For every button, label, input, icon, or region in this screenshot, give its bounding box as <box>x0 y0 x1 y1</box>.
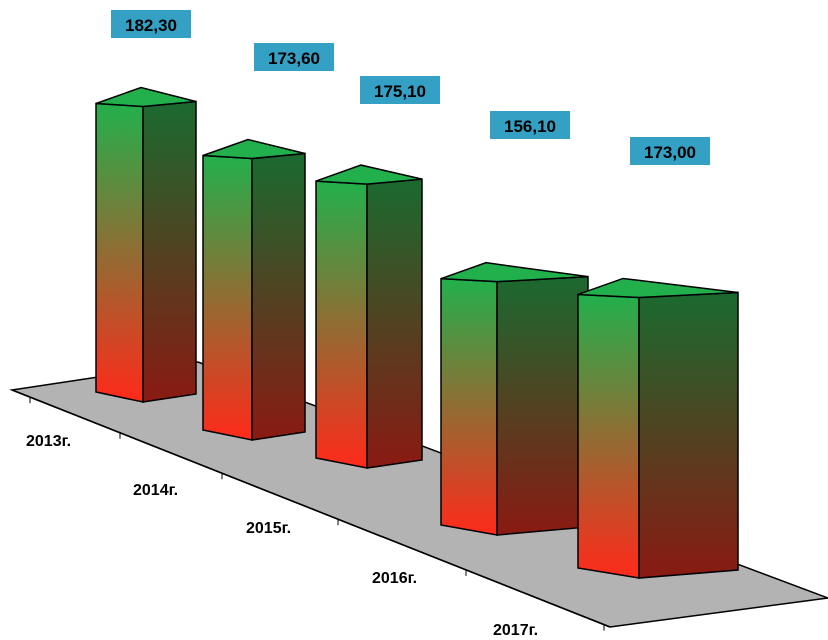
value-label-box <box>254 43 334 71</box>
value-label-box <box>360 76 440 104</box>
bar-top-face <box>440 261 589 283</box>
value-label-box <box>490 111 570 139</box>
bar-front-face <box>95 102 144 403</box>
value-label-box <box>630 137 710 165</box>
x-axis-line <box>11 389 611 628</box>
bar-2015г.: 175,10 <box>315 76 440 469</box>
bar-2014г.: 173,60 <box>202 43 334 441</box>
value-label: 175,10 <box>374 82 426 101</box>
category-label: 2017г. <box>493 622 538 639</box>
value-label-box <box>111 10 191 38</box>
bar-side-face <box>366 178 423 469</box>
category-labels: 2013г. 2014г. 2015г. 2016г. 2017г. <box>26 433 538 639</box>
bar-top-face <box>202 138 306 160</box>
category-label: 2013г. <box>26 433 71 450</box>
bar-2016г.: 156,10 <box>440 111 589 536</box>
category-label: 2016г. <box>372 570 417 587</box>
value-label: 173,00 <box>644 143 696 162</box>
bar-side-face <box>638 291 739 579</box>
bar-2017г.: 173,00 <box>577 137 739 579</box>
value-label: 182,30 <box>125 16 177 35</box>
bar-side-face <box>142 100 197 403</box>
bar-top-face <box>577 277 739 299</box>
bar-top-face <box>95 86 197 108</box>
bar-front-face <box>202 154 253 441</box>
bar-front-face <box>440 277 498 536</box>
bar-2013г.: 182,30 <box>95 10 197 403</box>
bar-side-face <box>496 275 589 536</box>
bar-front-face <box>577 293 640 579</box>
bar-front-face <box>315 180 368 469</box>
category-label: 2015г. <box>246 520 291 537</box>
category-label: 2014г. <box>133 482 178 499</box>
value-label: 173,60 <box>268 49 320 68</box>
bar-side-face <box>251 152 306 441</box>
bars-group: 182,30 173,60 175,10 156,10 173,00 <box>95 10 739 579</box>
value-label: 156,10 <box>504 117 556 136</box>
x-axis-ticks <box>29 397 605 631</box>
bar-top-face <box>315 164 423 185</box>
